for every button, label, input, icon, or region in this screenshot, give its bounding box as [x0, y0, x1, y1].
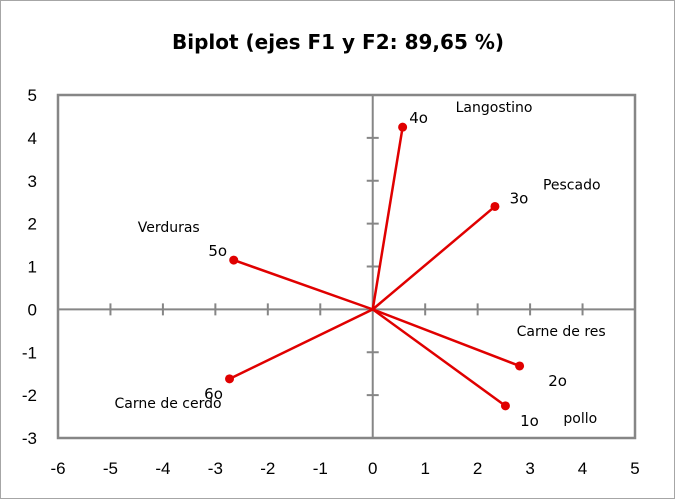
data-point: [490, 201, 500, 211]
observation-label: 2o: [548, 372, 567, 390]
x-tick-label: -3: [208, 459, 223, 478]
data-point: [500, 401, 510, 411]
observation-label: 4o: [409, 109, 428, 127]
vector-line: [371, 126, 404, 310]
y-tick-label: 4: [28, 129, 37, 148]
variable-label: Langostino: [456, 100, 533, 116]
observation-label: 1o: [520, 412, 539, 430]
variable-label: pollo: [563, 411, 597, 427]
variable-label: Verduras: [138, 220, 200, 236]
y-tick-label: -3: [22, 429, 37, 448]
variable-label: Carne de res: [517, 324, 606, 340]
vector-line: [233, 258, 374, 311]
data-point: [229, 255, 239, 265]
observation-label: 6o: [204, 385, 223, 403]
data-point: [398, 122, 408, 132]
y-tick-label: 2: [28, 215, 37, 234]
points: [225, 122, 525, 411]
y-tick-label: 3: [28, 172, 37, 191]
tick-labels: -6 -5 -4 -3 -2 -1 0 1 2 3 4 5 5 4 3 2 1 0 -1 -2 -3: [22, 86, 640, 478]
x-tick-label: 1: [420, 459, 429, 478]
observation-label: 3o: [510, 189, 529, 207]
variable-label: Carne de cerdo: [115, 396, 222, 412]
x-tick-label: -6: [50, 459, 65, 478]
vector-line: [371, 308, 507, 407]
observation-label: 5o: [208, 242, 227, 260]
x-tick-label: 4: [578, 459, 587, 478]
y-tick-label: -1: [22, 343, 37, 362]
x-tick-label: -4: [155, 459, 170, 478]
chart-title: Biplot (ejes F1 y F2: 89,65 %): [172, 30, 504, 54]
vector-line: [228, 308, 374, 380]
y-tick-label: 0: [28, 300, 37, 319]
x-tick-label: -1: [313, 459, 328, 478]
plot-area: [56, 93, 637, 440]
x-tick-label: 3: [525, 459, 534, 478]
vectors: [228, 126, 521, 407]
axes: [58, 95, 635, 438]
y-tick-label: 5: [28, 86, 37, 105]
data-point: [515, 361, 525, 371]
x-tick-label: 0: [368, 459, 377, 478]
x-tick-label: -2: [260, 459, 275, 478]
x-tick-label: -5: [103, 459, 118, 478]
y-tick-label: 1: [28, 258, 37, 277]
x-tick-label: 2: [473, 459, 482, 478]
y-tick-label: -2: [22, 386, 37, 405]
vector-line: [371, 205, 496, 311]
data-point: [225, 374, 235, 384]
vector-line: [372, 308, 521, 368]
x-tick-label: 5: [630, 459, 639, 478]
variable-label: Pescado: [543, 177, 601, 193]
point-labels: 4o Langostino 3o Pescado 5o Verduras 2o Carne d…: [115, 100, 606, 430]
